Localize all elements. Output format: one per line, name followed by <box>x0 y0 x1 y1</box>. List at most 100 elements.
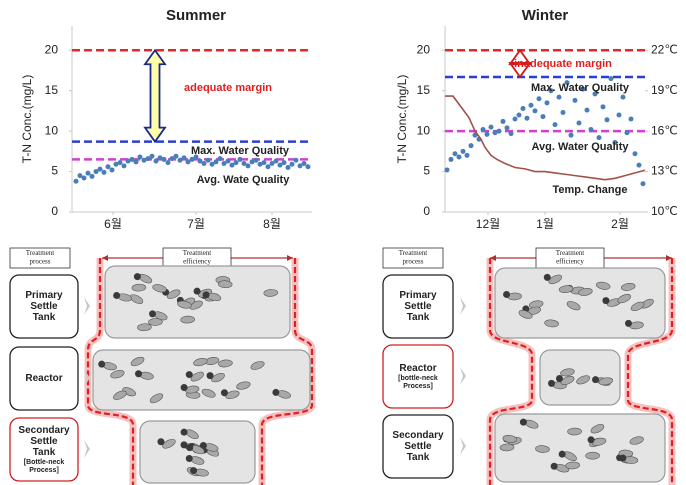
data-point <box>609 76 614 81</box>
y-axis-label: T-N Conc.(mg/L) <box>20 75 34 164</box>
microorganism <box>194 288 201 295</box>
y2-tick-label: 16℃ <box>651 123 678 137</box>
data-point <box>282 160 287 165</box>
data-point <box>481 127 486 132</box>
microorganism <box>625 320 632 327</box>
tank <box>495 414 665 482</box>
data-point <box>98 167 103 172</box>
data-point <box>461 149 466 154</box>
data-point <box>445 167 450 172</box>
microorganism <box>602 297 609 304</box>
data-point <box>521 106 526 111</box>
header-text: Treatment <box>183 249 212 257</box>
y-tick-label: 20 <box>417 42 431 56</box>
data-point <box>545 100 550 105</box>
process-chevron <box>84 440 90 458</box>
x-tick-label: 7월 <box>187 217 205 231</box>
data-point <box>294 158 299 163</box>
data-point <box>541 114 546 119</box>
microorganism <box>186 371 193 378</box>
data-point <box>453 151 458 156</box>
data-point <box>122 163 127 168</box>
data-point <box>589 127 594 132</box>
data-point <box>573 98 578 103</box>
data-point <box>138 155 143 160</box>
y-tick-label: 0 <box>51 204 58 218</box>
margin-annotation: adequate margin <box>184 82 272 94</box>
data-point <box>637 163 642 168</box>
process-note: [Bottle-neck <box>24 459 65 466</box>
process-label: Settle <box>404 441 432 452</box>
figure: SummerT-N Conc.(mg/L)051015206월7월8월adequ… <box>0 0 686 485</box>
data-point <box>497 129 502 134</box>
temperature-line <box>445 96 645 180</box>
data-point <box>561 110 566 115</box>
x-tick-label: 8월 <box>263 217 281 231</box>
process-label: Settle <box>30 436 58 447</box>
data-point <box>266 164 271 169</box>
data-point <box>74 179 79 184</box>
microorganism <box>544 274 551 281</box>
microorganism <box>113 292 120 299</box>
x-tick-label: 6월 <box>104 217 122 231</box>
reference-label: Avg. Wate Quality <box>197 174 291 186</box>
process-label: Settle <box>30 301 58 312</box>
data-point <box>86 171 91 176</box>
data-point <box>585 108 590 113</box>
data-point <box>525 116 530 121</box>
y-tick-label: 10 <box>45 123 59 137</box>
process-note: [bottle-neck <box>398 375 438 382</box>
microorganism <box>559 451 566 458</box>
process-note: Process] <box>403 383 433 390</box>
data-point <box>577 121 582 126</box>
microorganism <box>149 310 156 317</box>
header-text: efficiency <box>183 258 211 266</box>
microorganism <box>181 384 188 391</box>
y-tick-label: 20 <box>45 42 59 56</box>
y2-tick-label: 10℃ <box>651 204 678 218</box>
data-point <box>569 133 574 138</box>
y-tick-label: 10 <box>417 123 431 137</box>
microorganism <box>203 291 210 298</box>
data-point <box>597 135 602 140</box>
margin-arrow <box>145 50 165 141</box>
process-label: Reactor <box>25 373 62 384</box>
microorganism <box>207 372 214 379</box>
data-point <box>641 181 646 186</box>
floc <box>586 452 600 459</box>
header-text: Treatment <box>399 249 428 257</box>
x-tick-label: 12월 <box>476 217 500 231</box>
floc <box>567 428 581 435</box>
data-point <box>166 160 171 165</box>
data-point <box>533 108 538 113</box>
y-tick-label: 5 <box>51 164 58 178</box>
data-point <box>485 132 490 137</box>
header-text: process <box>30 258 51 266</box>
microorganism <box>186 455 193 462</box>
microorganism <box>588 436 595 443</box>
data-point <box>601 104 606 109</box>
data-point <box>617 112 622 117</box>
microorganism <box>135 370 142 377</box>
microorganism <box>221 389 228 396</box>
page: SummerT-N Conc.(mg/L)051015206월7월8월adequ… <box>0 0 686 485</box>
data-point <box>286 165 291 170</box>
data-point <box>206 158 211 163</box>
process-chevron <box>460 297 466 315</box>
header-text: efficiency <box>556 258 584 266</box>
data-point <box>246 163 251 168</box>
data-point <box>102 170 107 175</box>
y2-tick-label: 13℃ <box>651 164 678 178</box>
margin-annotation: inadequate margin <box>514 58 612 70</box>
reference-label: Max. Water Quality <box>191 145 290 157</box>
data-point <box>537 96 542 101</box>
data-point <box>234 160 239 165</box>
y-axis-label: T-N Conc.(mg/L) <box>395 75 409 164</box>
microorganism <box>592 376 599 383</box>
data-point <box>202 161 207 166</box>
header-text: process <box>403 258 424 266</box>
microorganism <box>551 463 558 470</box>
y-tick-label: 15 <box>45 83 59 97</box>
microorganism <box>98 361 105 368</box>
data-point <box>274 159 279 164</box>
